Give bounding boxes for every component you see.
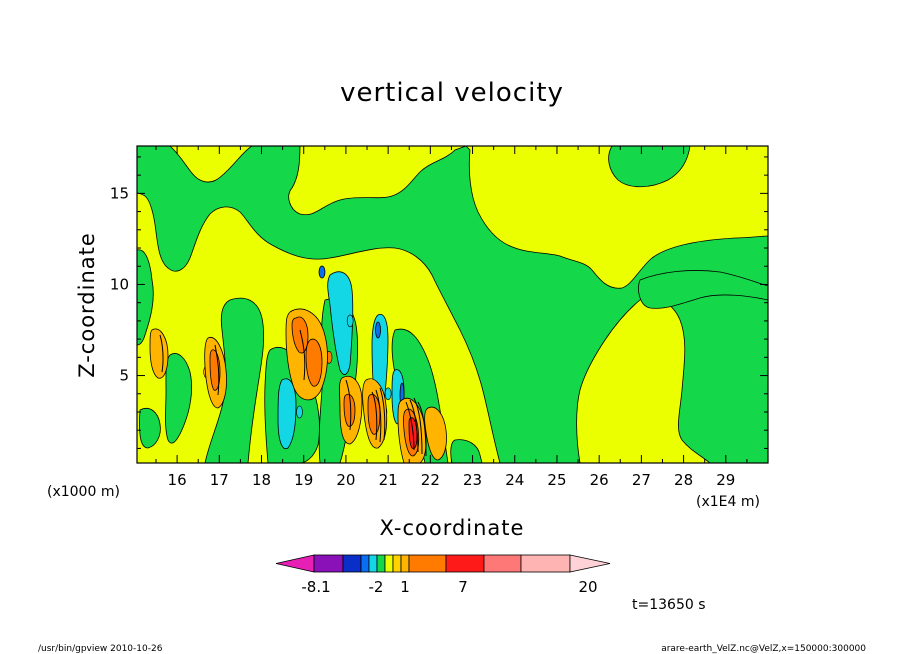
x-tick-label: 17 (210, 471, 229, 489)
x-axis-ticks: 16 17 18 19 20 21 22 23 24 25 26 27 28 29 (155, 146, 748, 489)
green-region-main (137, 146, 768, 463)
colorbar-segment (400, 554, 410, 573)
x-tick-label: 23 (463, 471, 482, 489)
colorbar-segment (445, 554, 485, 573)
green-region-left-strip (137, 249, 154, 346)
x-tick-label: 22 (421, 471, 440, 489)
updraft-cell (384, 387, 392, 401)
colorbar-segment (384, 554, 394, 573)
x-tick-label: 21 (379, 471, 398, 489)
x-tick-label: 26 (590, 471, 609, 489)
x-tick-label: 25 (547, 471, 566, 489)
chart-title: vertical velocity (340, 78, 564, 108)
x-tick-label: 27 (632, 471, 651, 489)
y-tick-label: 5 (119, 367, 129, 385)
colorbar-label: 1 (400, 578, 410, 596)
green-region-right-band (638, 270, 768, 309)
orange-cell-left (149, 328, 169, 379)
darkorange-cell-20 (343, 393, 356, 427)
y-axis-ticks: 5 10 15 (110, 156, 768, 449)
green-region-top-right (608, 146, 691, 188)
darkorange-cell-19a (291, 316, 309, 354)
green-region-convective (204, 297, 265, 463)
colorbar-end-high (569, 554, 611, 573)
x-tick-label: 20 (336, 471, 355, 489)
colorbar-segment (360, 554, 370, 573)
colorbar-segment (376, 554, 386, 573)
colorbar-label: 20 (578, 578, 597, 596)
colorbar-segment (483, 554, 522, 573)
colorbar-segment (313, 554, 344, 573)
plot-area (136, 145, 769, 464)
updraft-cell (296, 405, 303, 419)
orange-cell-low-right (424, 406, 447, 461)
plot-frame (136, 145, 769, 464)
x-tick-label: 19 (294, 471, 313, 489)
colorbar-end-low (275, 554, 315, 573)
cyan-region-lower-left (277, 378, 297, 450)
x-tick-label: 29 (716, 471, 735, 489)
colorbar-segment (368, 554, 378, 573)
updraft-cell (346, 314, 354, 328)
x-axis-title: X-coordinate (380, 516, 525, 540)
x-unit-label: (x1E4 m) (696, 494, 760, 510)
green-region-low-mid (165, 353, 192, 444)
cyan-region-upper (327, 271, 354, 375)
y-axis-title: Z-coordinate (75, 232, 99, 378)
footer-left: /usr/bin/gpview 2010-10-26 (38, 644, 163, 654)
x-tick-label: 16 (168, 471, 187, 489)
darkorange-cell-19b (305, 338, 323, 387)
colorbar-label: -2 (369, 578, 384, 596)
x-tick-label: 18 (252, 471, 271, 489)
footer-right: arare-earth_VelZ.nc@VelZ,x=150000:300000 (661, 644, 866, 654)
colorbar-segment (392, 554, 402, 573)
y-tick-label: 10 (110, 275, 129, 293)
colorbar-labels: -8.1 -2 1 7 20 (301, 578, 597, 596)
green-region-left-lower (139, 407, 161, 449)
x-tick-label: 24 (505, 471, 524, 489)
cyan-region-layer (277, 271, 405, 450)
x-tick-label: 28 (674, 471, 693, 489)
blue-patch-b (375, 321, 381, 339)
colorbar-label: 7 (458, 578, 468, 596)
y-unit-label: (x1000 m) (47, 484, 120, 500)
colorbar-label: -8.1 (301, 578, 330, 596)
colorbar-segment (520, 554, 571, 573)
y-tick-label: 15 (110, 184, 129, 202)
colorbar (275, 554, 611, 573)
colorbar-segment (342, 554, 362, 573)
contour-lines (159, 329, 427, 457)
green-region-bottom (450, 439, 483, 463)
blue-patch-a (318, 265, 326, 279)
negative-region-layer (137, 146, 768, 463)
colorbar-segment (408, 554, 447, 573)
time-label: t=13650 s (632, 597, 706, 613)
